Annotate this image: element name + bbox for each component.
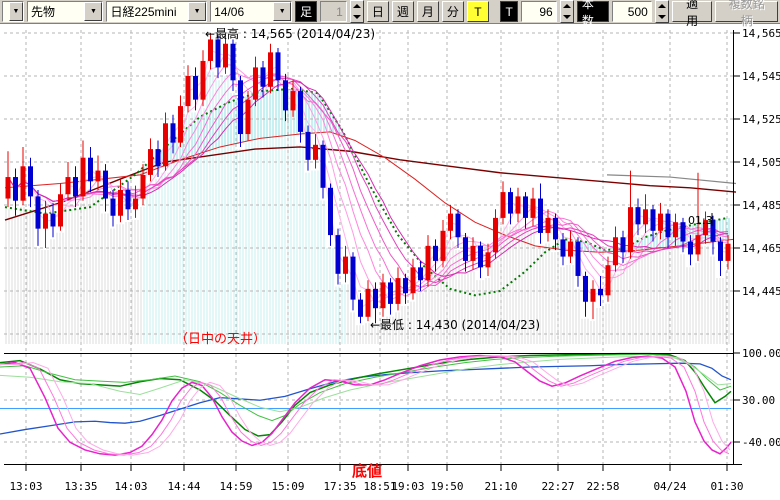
annotations: ←最高 : 14,565 (2014/04/23) ←最低 : 14,430 (2… bbox=[175, 26, 713, 480]
symbol-combo[interactable]: 日経225mini ▼ bbox=[106, 1, 208, 22]
time-axis-label: 14:03 bbox=[114, 480, 147, 493]
time-axis-label: 13:03 bbox=[9, 480, 42, 493]
price-axis-label: 14,545 bbox=[742, 70, 780, 83]
period-button-月[interactable]: 月 bbox=[416, 1, 439, 22]
price-axis-label: 14,525 bbox=[742, 113, 780, 126]
cursor-time-label: 01:3 bbox=[688, 214, 713, 227]
period-button-週[interactable]: 週 bbox=[391, 1, 414, 22]
osc-axis-label: 30.00 bbox=[742, 394, 775, 407]
time-axis-label: 01:30 bbox=[710, 480, 743, 493]
annotation-session-high: ←最高 : 14,565 (2014/04/23) bbox=[205, 26, 375, 41]
period-button-T[interactable]: T bbox=[466, 1, 489, 22]
time-axis-label: 22:58 bbox=[586, 480, 619, 493]
oscillator-panel bbox=[0, 352, 732, 456]
symbol-value: 日経225mini bbox=[110, 5, 177, 19]
ma-cloud-hatch bbox=[134, 88, 730, 253]
t-value-input[interactable]: 96 bbox=[520, 1, 557, 22]
time-axis-label: 17:35 bbox=[323, 480, 356, 493]
contract-value: 14/06 bbox=[214, 4, 245, 19]
time-axis-label: 13:35 bbox=[64, 480, 97, 493]
annotation-bottom: 底値 bbox=[352, 462, 382, 480]
instrument-value: 先物 bbox=[31, 5, 56, 19]
period-button-分[interactable]: 分 bbox=[441, 1, 464, 22]
ma-fan bbox=[7, 49, 729, 310]
spinner-icon[interactable] bbox=[349, 0, 364, 23]
time-axis-label: 19:03 bbox=[391, 480, 424, 493]
osc-axis-label: 100.00 bbox=[742, 347, 780, 360]
price-axis-label: 14,445 bbox=[742, 285, 780, 298]
time-axis-label: 19:50 bbox=[430, 480, 463, 493]
contract-combo[interactable]: 14/06 ▼ bbox=[210, 1, 293, 22]
price-axis-label: 14,565 bbox=[742, 27, 780, 40]
time-axis-label: 14:59 bbox=[219, 480, 252, 493]
count-value-input[interactable]: 500 bbox=[612, 1, 652, 22]
time-axis-label: 14:44 bbox=[167, 480, 200, 493]
apply-button[interactable]: 適用 bbox=[671, 0, 713, 28]
count-label: 本数 bbox=[576, 0, 610, 28]
time-axis-label: 21:10 bbox=[484, 480, 517, 493]
time-axis-label: 04/24 bbox=[653, 480, 686, 493]
chevron-down-icon[interactable]: ▼ bbox=[84, 2, 103, 21]
price-axis-label: 14,505 bbox=[742, 156, 780, 169]
interval-input[interactable]: 1 bbox=[320, 1, 347, 22]
annotation-ceiling: （日中の天井） bbox=[175, 332, 266, 347]
chevron-down-icon[interactable]: ▼ bbox=[273, 2, 292, 21]
chevron-down-icon[interactable]: ▼ bbox=[188, 2, 207, 21]
t-label: T bbox=[500, 1, 518, 22]
time-axis-label: 15:09 bbox=[271, 480, 304, 493]
spinner-icon[interactable] bbox=[559, 0, 574, 23]
axes: 14,565 14,545 14,525 14,505 14,485 14,465 14,4… bbox=[4, 27, 780, 493]
style-combo[interactable]: ▼ bbox=[2, 1, 24, 22]
price-axis-label: 14,465 bbox=[742, 242, 780, 255]
instrument-combo[interactable]: 先物 ▼ bbox=[27, 1, 104, 22]
period-button-日[interactable]: 日 bbox=[366, 1, 389, 22]
chevron-down-icon[interactable]: ▼ bbox=[9, 2, 23, 21]
price-axis-label: 14,485 bbox=[742, 199, 780, 212]
time-axis-label: 18:51 bbox=[363, 480, 396, 493]
ashi-label: 足 bbox=[295, 1, 318, 22]
candlesticks bbox=[5, 33, 731, 324]
multi-symbol-button: 複数銘柄 bbox=[715, 0, 778, 28]
osc-axis-label: -40.00 bbox=[742, 436, 780, 449]
annotation-session-low: ←最低 : 14,430 (2014/04/23) bbox=[370, 318, 540, 332]
time-axis-label: 22:27 bbox=[541, 480, 574, 493]
spinner-icon[interactable] bbox=[654, 0, 669, 23]
